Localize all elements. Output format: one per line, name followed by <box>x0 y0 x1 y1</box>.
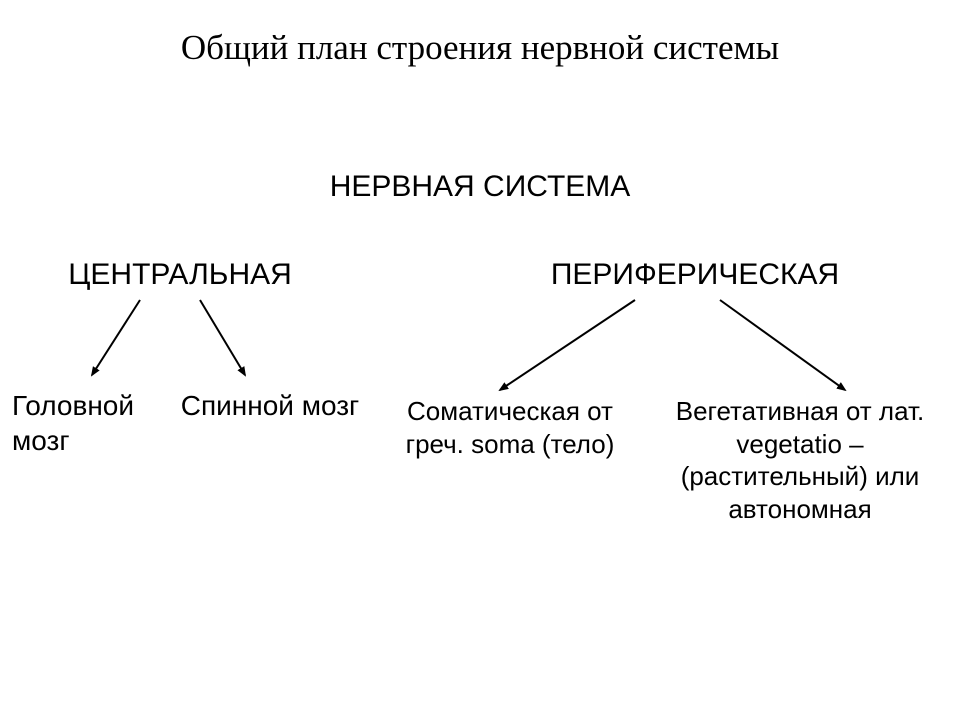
root-node: НЕРВНАЯ СИСТЕМА <box>0 170 960 204</box>
branch-central: ЦЕНТРАЛЬНАЯ <box>30 258 330 292</box>
leaf-somatic: Соматическая от греч. soma (тело) <box>385 395 635 460</box>
edge-peripheral-somatic <box>500 300 635 390</box>
edge-central-spinal <box>200 300 245 375</box>
branch-peripheral: ПЕРИФЕРИЧЕСКАЯ <box>470 258 920 292</box>
edge-central-brain <box>92 300 140 375</box>
connector-arrows <box>0 0 960 720</box>
leaf-vegetative: Вегетативная от лат. vegetatio – (растит… <box>660 395 940 525</box>
leaf-brain: Головной мозг <box>12 388 172 458</box>
edge-peripheral-vegetative <box>720 300 845 390</box>
page-title: Общий план строения нервной системы <box>0 28 960 68</box>
leaf-spinal: Спинной мозг <box>180 388 360 423</box>
